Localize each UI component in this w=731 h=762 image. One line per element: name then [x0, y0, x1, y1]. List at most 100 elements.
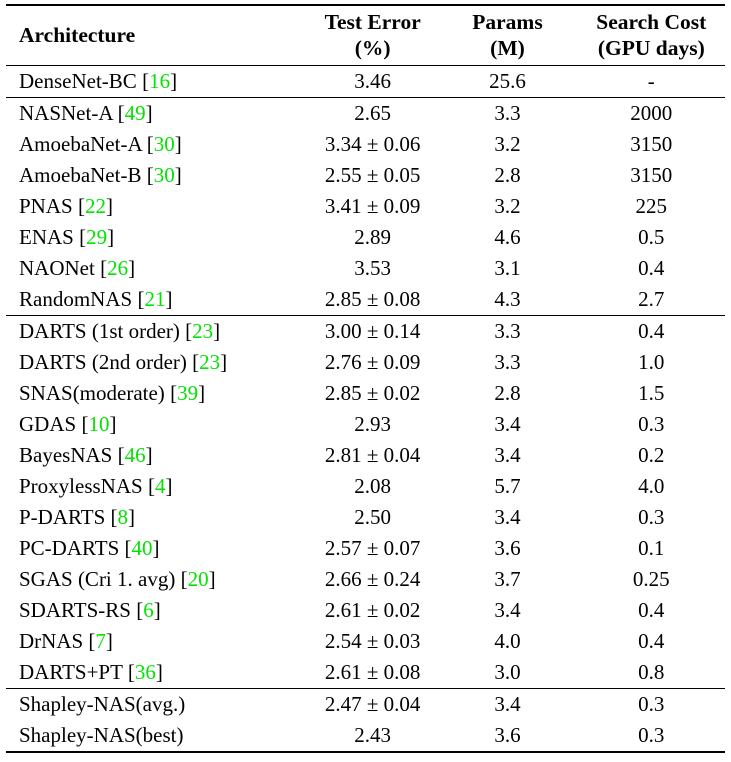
- search-cost-cell: 0.3: [638, 412, 665, 436]
- params-cell: 3.6: [494, 536, 521, 560]
- test-error-cell: 2.81 ± 0.04: [324, 443, 421, 467]
- table-row: AmoebaNet-B [30] 2.55 ± 0.05 2.8 3150: [6, 160, 725, 191]
- citation-link[interactable]: 23: [199, 350, 221, 374]
- citation-link[interactable]: 39: [177, 381, 199, 405]
- col-header-test-error-line2: (%): [354, 36, 391, 60]
- citation-link[interactable]: 21: [144, 287, 166, 311]
- architecture-cell: GDAS [10]: [19, 412, 117, 436]
- citation-link[interactable]: 30: [153, 163, 175, 187]
- table-row: SDARTS-RS [6] 2.61 ± 0.02 3.4 0.4: [6, 595, 725, 626]
- search-cost-cell: 0.2: [638, 443, 665, 467]
- architecture-name: DenseNet-BC: [19, 69, 137, 93]
- search-cost-cell: 0.5: [638, 225, 665, 249]
- table-row: ProxylessNAS [4] 2.08 5.7 4.0: [6, 471, 725, 502]
- search-cost-cell: 0.3: [577, 688, 725, 720]
- architecture-name: BayesNAS: [19, 443, 113, 467]
- architecture-cell: DrNAS [7]: [19, 629, 113, 653]
- table-row: SNAS(moderate) [39] 2.85 ± 0.02 2.8 1.5: [6, 378, 725, 409]
- architecture-cell: DARTS+PT [36]: [19, 660, 163, 684]
- architecture-name: Shapley-NAS(best): [19, 723, 184, 747]
- citation-link[interactable]: 7: [95, 629, 106, 653]
- architecture-cell: SDARTS-RS [6]: [19, 598, 161, 622]
- test-error-cell: 2.89: [354, 225, 392, 249]
- search-cost-cell: 2000: [577, 97, 725, 129]
- citation-link[interactable]: 49: [124, 101, 146, 125]
- architecture-cell: Shapley-NAS(avg.): [6, 688, 308, 720]
- architecture-name: NASNet-A: [19, 101, 113, 125]
- table-row: DARTS (2nd order) [23] 2.76 ± 0.09 3.3 1.0: [6, 347, 725, 378]
- search-cost-cell: 0.4: [638, 598, 665, 622]
- citation-link[interactable]: 23: [192, 319, 214, 343]
- search-cost-cell: 0.3: [638, 505, 665, 529]
- architecture-name: SDARTS-RS: [19, 598, 131, 622]
- table-row: NASNet-A [49] 2.65 3.3 2000: [6, 97, 725, 129]
- citation-link[interactable]: 16: [149, 69, 171, 93]
- table-row: ENAS [29] 2.89 4.6 0.5: [6, 222, 725, 253]
- architecture-name: SNAS(moderate): [19, 381, 165, 405]
- architecture-cell: DenseNet-BC [16]: [19, 69, 178, 93]
- search-cost-cell: 4.0: [638, 474, 665, 498]
- test-error-cell: 2.55 ± 0.05: [324, 163, 421, 187]
- search-cost-cell: 0.4: [638, 629, 665, 653]
- architecture-cell: PC-DARTS [40]: [19, 536, 160, 560]
- test-error-cell: 2.93: [354, 412, 392, 436]
- table-row: GDAS [10] 2.93 3.4 0.3: [6, 409, 725, 440]
- citation-link[interactable]: 26: [107, 256, 129, 280]
- citation-link[interactable]: 30: [153, 132, 175, 156]
- params-cell: 3.4: [494, 443, 521, 467]
- search-cost-cell: 1.5: [638, 381, 665, 405]
- col-header-architecture-label: Architecture: [19, 23, 136, 47]
- architecture-cell: PNAS [22]: [19, 194, 113, 218]
- test-error-cell: 2.54 ± 0.03: [324, 629, 421, 653]
- search-cost-cell: 1.0: [638, 350, 665, 374]
- params-cell: 3.4: [437, 688, 578, 720]
- test-error-cell: 2.47 ± 0.04: [307, 688, 438, 720]
- table-row: DenseNet-BC [16] 3.46 25.6 -: [6, 66, 725, 98]
- table-row: NAONet [26] 3.53 3.1 0.4: [6, 253, 725, 284]
- citation-link[interactable]: 22: [84, 194, 106, 218]
- table-row: PC-DARTS [40] 2.57 ± 0.07 3.6 0.1: [6, 533, 725, 564]
- params-cell: 3.3: [437, 315, 578, 347]
- architecture-name: PC-DARTS: [19, 536, 120, 560]
- params-cell: 3.3: [437, 97, 578, 129]
- citation-link[interactable]: 29: [86, 225, 108, 249]
- col-header-params-line1: Params: [472, 10, 543, 34]
- params-cell: 3.2: [494, 194, 521, 218]
- architecture-name: AmoebaNet-B: [19, 163, 142, 187]
- params-cell: 3.1: [494, 256, 521, 280]
- architecture-cell: ENAS [29]: [19, 225, 115, 249]
- architecture-cell: ProxylessNAS [4]: [19, 474, 173, 498]
- col-header-test-error: Test Error (%): [307, 5, 438, 66]
- citation-link[interactable]: 4: [154, 474, 166, 498]
- citation-link[interactable]: 20: [187, 567, 209, 591]
- params-cell: 3.6: [494, 723, 521, 747]
- citation-link[interactable]: 10: [88, 412, 110, 436]
- architecture-name: SGAS (Cri 1. avg): [19, 567, 176, 591]
- citation-link[interactable]: 6: [143, 598, 154, 622]
- architecture-name: PNAS: [19, 194, 73, 218]
- results-table: Architecture Test Error (%) Params (M) S…: [6, 4, 725, 753]
- test-error-cell: 2.43: [354, 723, 392, 747]
- params-cell: 4.6: [494, 225, 521, 249]
- test-error-cell: 3.41 ± 0.09: [324, 194, 421, 218]
- test-error-cell: 2.66 ± 0.24: [324, 567, 421, 591]
- architecture-name: DARTS+PT: [19, 660, 123, 684]
- citation-link[interactable]: 36: [134, 660, 156, 684]
- citation-link[interactable]: 8: [117, 505, 129, 529]
- test-error-cell: 2.08: [354, 474, 392, 498]
- table-row: DARTS+PT [36] 2.61 ± 0.08 3.0 0.8: [6, 657, 725, 689]
- architecture-name: Shapley-NAS(avg.): [19, 692, 186, 716]
- params-cell: 3.4: [494, 505, 521, 529]
- search-cost-cell: 225: [635, 194, 668, 218]
- architecture-cell: NASNet-A [49]: [6, 97, 308, 129]
- params-cell: 3.4: [494, 598, 521, 622]
- col-header-architecture: Architecture: [6, 5, 308, 66]
- search-cost-cell: 0.3: [638, 723, 665, 747]
- params-cell: 3.2: [494, 132, 521, 156]
- architecture-name: DARTS (1st order): [19, 319, 180, 343]
- citation-link[interactable]: 40: [131, 536, 153, 560]
- test-error-cell: 3.34 ± 0.06: [324, 132, 421, 156]
- citation-link[interactable]: 46: [124, 443, 146, 467]
- table-row: P-DARTS [8] 2.50 3.4 0.3: [6, 502, 725, 533]
- architecture-cell: BayesNAS [46]: [19, 443, 153, 467]
